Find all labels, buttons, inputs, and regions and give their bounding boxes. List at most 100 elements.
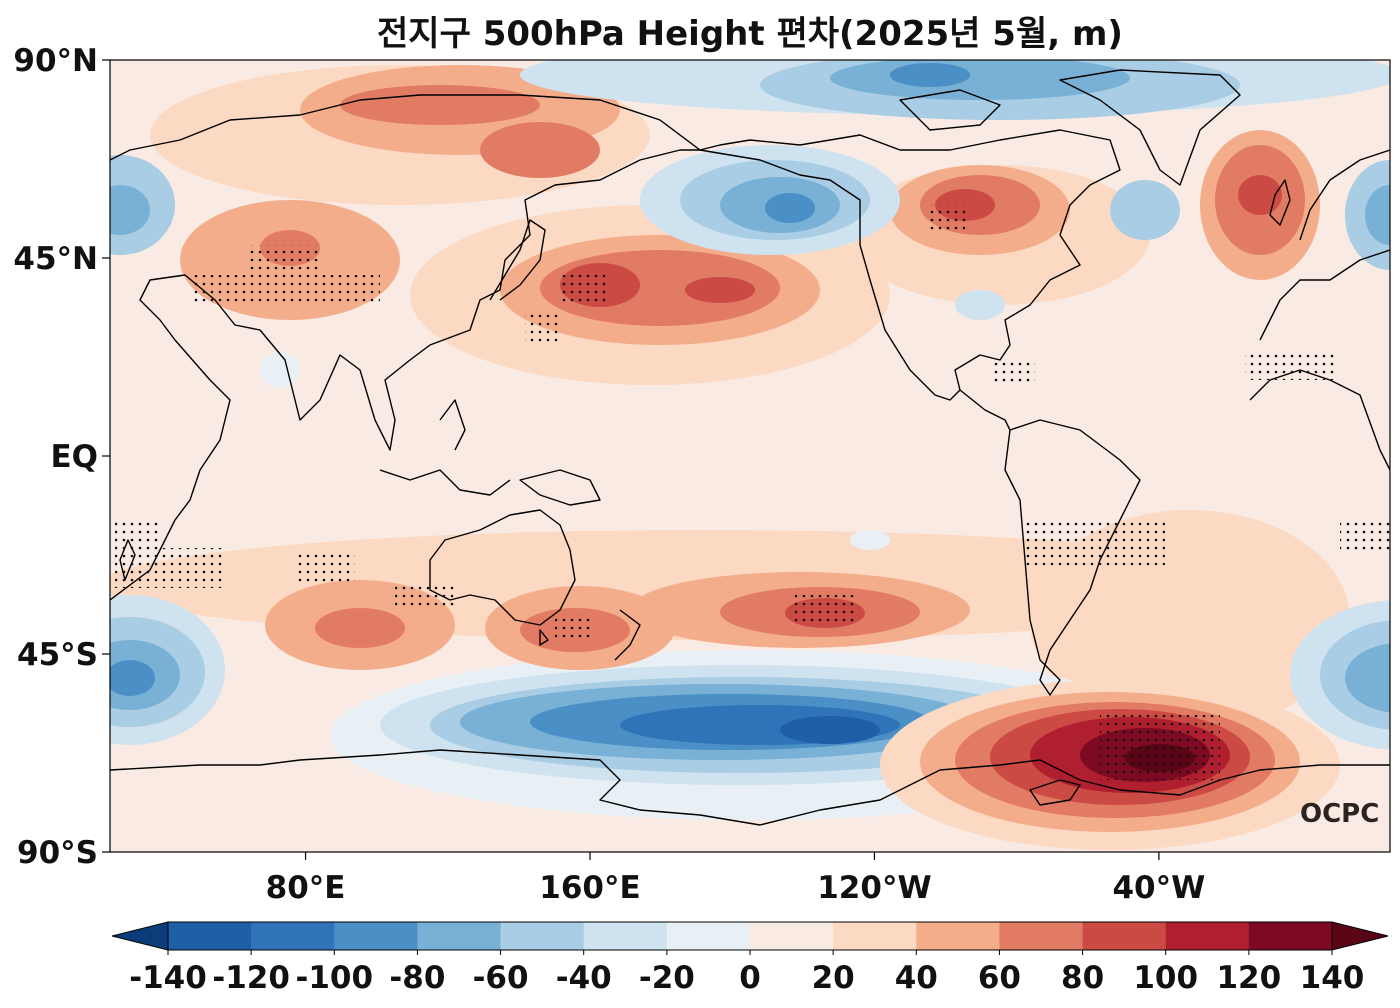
colorbar-label: -60: [473, 960, 529, 996]
colorbar-label: -100: [295, 960, 373, 996]
anomaly-region: [890, 63, 970, 87]
coastline-japan: [489, 219, 546, 301]
anomaly-region: [780, 716, 880, 744]
coastline-europe: [1299, 149, 1390, 241]
colorbar-label: -20: [639, 960, 695, 996]
colorbar-swatch: [1248, 922, 1333, 950]
anomaly-region: [340, 85, 540, 125]
stipple-region: [250, 245, 320, 275]
anomaly-region: [830, 60, 1130, 100]
colorbar-label: 60: [978, 960, 1021, 996]
coastline-eurasia: [110, 94, 701, 601]
coastline-arctic-islands: [899, 89, 1001, 131]
coastline-antarctic-peninsula: [1029, 779, 1081, 806]
colorbar-swatch: [583, 922, 668, 950]
y-axis: 90°N 45°N EQ 45°S 90°S: [13, 43, 110, 871]
stipple-region: [190, 275, 380, 305]
anomaly-region: [110, 660, 155, 696]
coastline-philippines: [439, 399, 466, 451]
coastline-new-zealand: [614, 609, 641, 661]
colorbar-swatch: [251, 922, 335, 950]
colorbar-swatch: [750, 922, 834, 950]
colorbar-swatch: [833, 922, 917, 950]
anomaly-region: [260, 352, 300, 388]
colorbar-label: 80: [1061, 960, 1104, 996]
stipple-region: [555, 615, 590, 640]
colorbar-label: 0: [739, 960, 761, 996]
coastline-antarctica: [110, 749, 1390, 826]
y-tick-label: 90°S: [17, 835, 98, 871]
x-tick-label: 120°W: [817, 870, 931, 906]
coastline-new-guinea: [519, 469, 601, 506]
colorbar-extend-max: [1331, 921, 1389, 951]
colorbar-swatch: [1082, 922, 1167, 950]
anomaly-region: [1110, 180, 1180, 240]
stipple-region: [1100, 715, 1220, 780]
colorbar-extend-min: [111, 921, 169, 951]
colorbar-swatch: [334, 922, 418, 950]
anomaly-region: [955, 290, 1005, 320]
colorbar-label: -140: [129, 960, 207, 996]
colorbar-swatch: [168, 922, 252, 950]
stipple-region: [115, 548, 225, 588]
stipple-region: [1340, 520, 1390, 550]
colorbar-swatch: [1165, 922, 1250, 950]
colorbar-swatch: [666, 922, 751, 950]
stipple-region: [930, 205, 965, 230]
anomaly-region: [1345, 643, 1390, 713]
colorbar-label: 140: [1300, 960, 1365, 996]
anomaly-region: [850, 530, 890, 550]
y-tick-label: 45°N: [13, 241, 98, 277]
anomaly-region: [480, 122, 600, 178]
y-tick-label: 45°S: [17, 637, 98, 673]
coastline-madagascar: [119, 539, 136, 581]
coastline-australia: [429, 509, 576, 626]
x-axis: 80°E 160°E 120°W 40°W: [266, 852, 1205, 906]
x-tick-label: 80°E: [266, 870, 346, 906]
anomaly-region: [1238, 175, 1282, 215]
coastline-indonesia: [379, 469, 511, 496]
anomaly-region: [110, 185, 150, 235]
ocpc-logo: OCPC: [1300, 799, 1379, 829]
map-plot-area: [110, 60, 1390, 852]
colorbar-label: 20: [812, 960, 855, 996]
stipple-region: [990, 360, 1035, 385]
colorbar-swatch: [500, 922, 585, 950]
anomaly-region: [315, 608, 405, 648]
coastline-greenland: [1059, 69, 1241, 186]
stipple-region: [525, 310, 560, 345]
logo-text: OCPC: [1300, 799, 1379, 829]
colorbar-label: 100: [1133, 960, 1198, 996]
coastline-north-africa: [1259, 249, 1390, 341]
colorbar-label: -120: [212, 960, 290, 996]
colorbar-label: 40: [895, 960, 938, 996]
stipple-region: [295, 550, 355, 585]
stipple-region: [1025, 520, 1165, 565]
colorbar-label: -80: [389, 960, 445, 996]
coastline-south-america: [1004, 419, 1141, 696]
stipple-region: [1245, 352, 1335, 380]
x-tick-label: 160°E: [539, 870, 640, 906]
anomaly-region: [765, 193, 815, 223]
x-tick-label: 40°W: [1112, 870, 1205, 906]
stipple-region: [560, 275, 605, 305]
colorbar-swatch: [916, 922, 1000, 950]
coastline-british-isles: [1269, 179, 1291, 226]
colorbar-label: 120: [1216, 960, 1281, 996]
coastline-central-america: [959, 389, 1011, 431]
stipple-region: [795, 595, 855, 625]
anomaly-region: [1365, 185, 1390, 245]
colorbar: -140 -120 -100 -80 -60 -40 -20 0 20 40 60 80 100 120 1…: [111, 921, 1389, 996]
coastline-tasmania: [539, 629, 549, 646]
significance-stippling: [115, 205, 1390, 780]
y-tick-label: 90°N: [13, 43, 98, 79]
y-tick-label: EQ: [50, 439, 98, 475]
stipple-region: [115, 518, 160, 548]
colorbar-swatch: [999, 922, 1084, 950]
coastline-west-africa: [1249, 369, 1390, 471]
chart-title: 전지구 500hPa Height 편차(2025년 5월, m): [377, 14, 1123, 54]
anomaly-region: [685, 277, 755, 303]
coastline-north-america: [699, 129, 1121, 401]
colorbar-label: -40: [556, 960, 612, 996]
